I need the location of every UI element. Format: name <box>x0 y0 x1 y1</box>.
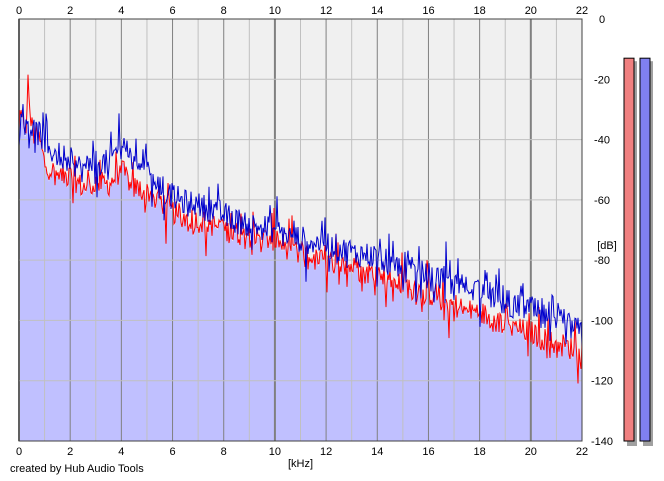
x-tick-label-bottom: 14 <box>371 446 383 458</box>
y-tick-label: -60 <box>594 195 610 207</box>
x-tick-label-bottom: 12 <box>320 446 332 458</box>
credit-text: created by Hub Audio Tools <box>10 463 144 475</box>
y-tick-label: -40 <box>594 135 610 147</box>
x-tick-label-bottom: 16 <box>422 446 434 458</box>
x-tick-label-bottom: 6 <box>169 446 175 458</box>
plot-border <box>18 18 583 442</box>
x-tick-label-bottom: 2 <box>67 446 73 458</box>
x-tick-label-top: 6 <box>169 5 175 17</box>
x-tick-label-top: 2 <box>67 5 73 17</box>
right-level-meter <box>639 57 651 442</box>
x-tick-label-bottom: 4 <box>118 446 124 458</box>
x-tick-label-bottom: 10 <box>269 446 281 458</box>
y-tick-label: -120 <box>591 376 613 388</box>
y-axis-label: [dB] <box>597 240 617 252</box>
x-tick-label-bottom: 8 <box>221 446 227 458</box>
x-tick-label-top: 4 <box>118 5 124 17</box>
x-tick-label-top: 14 <box>371 5 383 17</box>
x-tick-label-top: 0 <box>16 5 22 17</box>
x-tick-label-top: 8 <box>221 5 227 17</box>
x-tick-label-top: 10 <box>269 5 281 17</box>
x-tick-label-top: 20 <box>525 5 537 17</box>
x-tick-label-top: 16 <box>422 5 434 17</box>
y-tick-label: -20 <box>594 74 610 86</box>
x-tick-label-bottom: 22 <box>576 446 588 458</box>
x-tick-label-top: 12 <box>320 5 332 17</box>
x-tick-label-bottom: 0 <box>16 446 22 458</box>
x-axis-label: [kHz] <box>288 458 313 470</box>
y-tick-label: -80 <box>594 255 610 267</box>
y-tick-label: 0 <box>599 14 605 26</box>
x-tick-label-top: 18 <box>474 5 486 17</box>
left-level-meter <box>623 57 635 442</box>
right-channel-line <box>18 104 583 348</box>
y-tick-label: -100 <box>591 315 613 327</box>
x-tick-label-bottom: 18 <box>474 446 486 458</box>
x-tick-label-bottom: 20 <box>525 446 537 458</box>
x-tick-label-top: 22 <box>576 5 588 17</box>
y-tick-label: -140 <box>591 436 613 448</box>
